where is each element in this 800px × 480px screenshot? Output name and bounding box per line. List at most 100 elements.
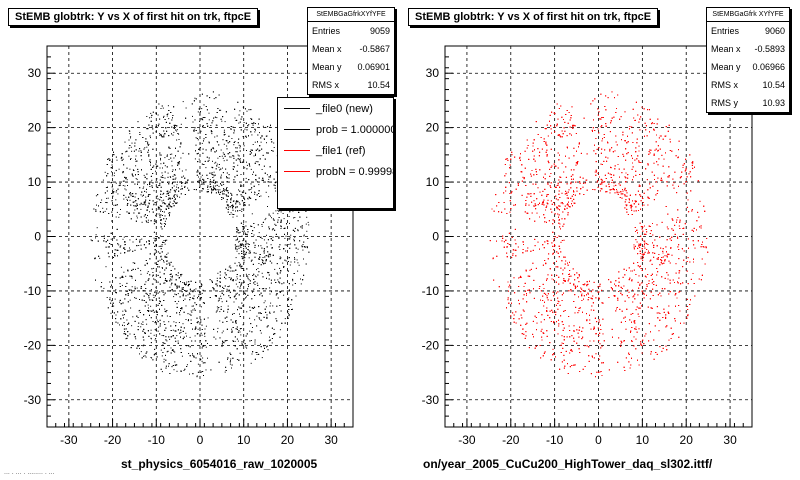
scatter-point [133,195,134,197]
scatter-point [247,231,249,233]
scatter-point [223,129,225,131]
scatter-point [236,227,238,228]
scatter-point [139,309,141,311]
scatter-point [277,273,279,275]
scatter-point [156,201,158,203]
scatter-point [124,185,126,187]
scatter-point [224,133,226,135]
scatter-point [201,343,202,345]
scatter-point [113,236,115,238]
scatter-point [93,208,95,210]
scatter-point [198,158,200,160]
scatter-point [199,371,201,373]
scatter-point [172,175,174,177]
scatter-point [163,223,165,224]
scatter-point [247,278,249,280]
scatter-point [279,267,281,269]
scatter-point [121,276,123,278]
scatter-point [188,345,190,347]
scatter-point [163,134,165,136]
scatter-point [127,323,129,325]
scatter-point [110,238,112,240]
scatter-point [265,255,267,257]
scatter-point [147,310,148,312]
scatter-point [254,275,256,277]
scatter-point [268,272,270,274]
scatter-point [159,134,161,136]
scatter-point [146,221,147,223]
scatter-point [249,330,251,332]
scatter-point [191,311,193,313]
scatter-point [220,191,221,193]
scatter-point [164,243,166,245]
scatter-point [246,311,248,313]
scatter-point [169,191,171,193]
scatter-point [135,205,137,207]
scatter-point [182,101,184,103]
scatter-point [165,196,167,197]
scatter-point [238,155,240,157]
scatter-point [209,179,211,181]
scatter-point [261,169,263,170]
scatter-point [209,172,211,174]
scatter-point [170,325,172,327]
scatter-point [263,302,265,304]
scatter-point [245,273,247,275]
scatter-point [122,158,124,160]
scatter-point [258,232,260,234]
scatter-point [115,292,117,294]
scatter-point [236,250,238,252]
scatter-point [268,340,270,342]
scatter-point [199,186,201,188]
scatter-point [143,328,145,330]
scatter-point [210,125,212,126]
scatter-point [236,206,238,208]
scatter-point [166,239,168,241]
scatter-point [110,286,112,288]
scatter-point [248,274,250,275]
scatter-point [249,165,251,167]
scatter-point [149,211,150,213]
scatter-point [135,160,137,162]
scatter-point [187,285,189,287]
scatter-point [118,244,120,246]
scatter-point [143,174,145,176]
scatter-point [226,187,227,189]
scatter-point [147,184,148,186]
scatter-point [130,204,132,206]
scatter-point [119,283,121,285]
scatter-point [270,282,272,284]
scatter-point [144,214,146,216]
scatter-point [272,228,274,230]
scatter-point [185,305,187,307]
scatter-point [182,295,184,297]
scatter-point [204,362,206,364]
scatter-point [216,165,218,167]
scatter-point [173,195,175,197]
scatter-point [116,249,118,251]
scatter-point [250,118,252,120]
scatter-point [174,351,176,353]
scatter-point [160,176,162,178]
scatter-point [150,305,152,307]
scatter-point [156,178,158,180]
scatter-point [302,249,304,251]
scatter-point [157,281,159,283]
scatter-point [181,308,183,310]
scatter-point [143,300,145,301]
scatter-point [111,164,113,166]
scatter-point [159,167,161,169]
scatter-point [215,97,217,99]
scatter-point [240,118,242,120]
scatter-point [109,243,111,244]
scatter-point [240,283,242,285]
scatter-point [143,339,145,341]
scatter-point [142,137,144,138]
scatter-point [132,250,134,252]
scatter-point [147,151,149,153]
scatter-point [115,291,117,293]
scatter-point [255,174,257,176]
scatter-point [184,368,186,370]
scatter-point [154,249,156,251]
scatter-point [159,283,161,285]
